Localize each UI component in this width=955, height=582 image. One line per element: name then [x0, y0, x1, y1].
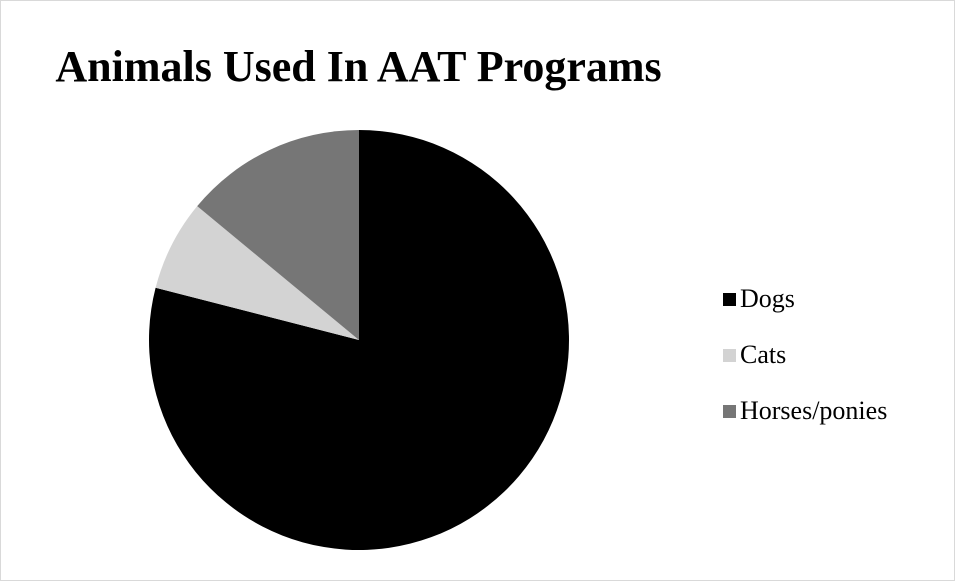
legend-item: Cats: [723, 327, 887, 383]
chart-legend: Dogs Cats Horses/ponies: [723, 271, 887, 439]
legend-label: Horses/ponies: [740, 396, 888, 425]
pie-slice-cats: [155, 206, 359, 340]
chart-title: Animals Used In AAT Programs: [55, 42, 662, 91]
legend-swatch: [723, 404, 736, 418]
legend-label: Cats: [740, 340, 787, 369]
pie-slice-horses-ponies: [197, 130, 359, 340]
legend-item: Dogs: [723, 271, 887, 327]
legend-swatch: [723, 292, 736, 306]
pie-slice-dogs: [149, 129, 570, 550]
legend-item: Horses/ponies: [723, 383, 887, 439]
legend-label: Dogs: [740, 284, 795, 313]
legend-swatch: [723, 348, 736, 362]
